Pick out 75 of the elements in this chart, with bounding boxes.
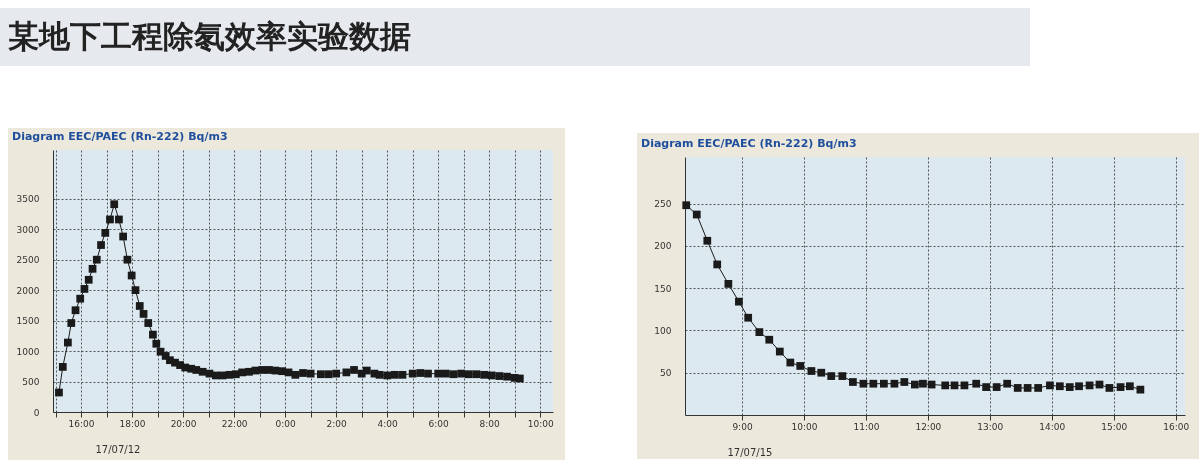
x-tick-label: 16:00 bbox=[1163, 421, 1190, 432]
x-tick-label: 11:00 bbox=[853, 421, 880, 432]
y-tick-label: 3000 bbox=[16, 224, 40, 235]
x-tick-label: 15:00 bbox=[1101, 421, 1128, 432]
point bbox=[1075, 382, 1083, 391]
y-tick-label: 50 bbox=[660, 368, 672, 379]
y-tick-label: 0 bbox=[33, 407, 40, 418]
point bbox=[1034, 384, 1043, 392]
point bbox=[1105, 384, 1114, 392]
y-tick-label: 2500 bbox=[16, 255, 40, 266]
y-tick-label: 1500 bbox=[16, 316, 40, 327]
point bbox=[775, 347, 784, 356]
x-tick-label: 13:00 bbox=[977, 421, 1004, 432]
x-tick-label: 18:00 bbox=[119, 418, 146, 429]
point bbox=[849, 378, 857, 386]
y-tick-label: 3500 bbox=[16, 194, 40, 205]
point bbox=[1023, 384, 1032, 392]
point bbox=[1116, 383, 1125, 391]
point bbox=[807, 367, 816, 375]
point bbox=[910, 380, 919, 389]
point bbox=[735, 297, 743, 306]
x-tick-label: 16:00 bbox=[68, 418, 95, 429]
x-tick-label: 8:00 bbox=[479, 418, 501, 429]
point bbox=[838, 372, 847, 380]
point bbox=[703, 236, 712, 245]
x-tick-label: 10:00 bbox=[527, 418, 554, 429]
point bbox=[827, 372, 836, 380]
point bbox=[692, 210, 701, 219]
point bbox=[1046, 381, 1054, 390]
x-axis-title: 17/07/12 bbox=[95, 443, 141, 455]
y-tick-label: 1000 bbox=[16, 346, 40, 357]
text: 某地下工程除氡效率实验数据 bbox=[8, 17, 411, 56]
point bbox=[941, 381, 950, 390]
point bbox=[713, 260, 722, 269]
point bbox=[817, 368, 826, 377]
point bbox=[859, 379, 868, 388]
x-tick-label: 10:00 bbox=[791, 421, 818, 432]
x-tick-label: 6:00 bbox=[428, 418, 450, 429]
point bbox=[786, 358, 795, 367]
point bbox=[992, 383, 1001, 391]
y-tick-label: 500 bbox=[22, 377, 40, 388]
x-tick-label: 9:00 bbox=[732, 421, 753, 432]
x-tick-label: 2:00 bbox=[326, 418, 348, 429]
y-tick-label: 2000 bbox=[16, 285, 40, 296]
y-tick-label: 200 bbox=[654, 241, 672, 252]
point bbox=[755, 328, 764, 336]
x-tick-label: 4:00 bbox=[377, 418, 399, 429]
y-tick-label: 250 bbox=[654, 199, 672, 210]
x-axis-title: 17/07/15 bbox=[727, 446, 773, 458]
chart-title: Diagram EEC/PAEC (Rn-222) Bq/m3 bbox=[641, 137, 857, 150]
point bbox=[869, 379, 878, 388]
point bbox=[982, 383, 990, 391]
point bbox=[972, 379, 981, 388]
y-tick-label: 150 bbox=[654, 283, 672, 294]
point bbox=[1013, 384, 1022, 392]
point bbox=[1065, 383, 1074, 391]
point bbox=[796, 362, 805, 370]
x-tick-label: 0:00 bbox=[275, 418, 297, 429]
point bbox=[682, 201, 691, 210]
point bbox=[880, 379, 888, 388]
y-tick-label: 100 bbox=[654, 325, 672, 336]
x-tick-label: 12:00 bbox=[915, 421, 942, 432]
x-tick-label: 20:00 bbox=[170, 418, 197, 429]
point bbox=[900, 378, 909, 386]
point bbox=[724, 280, 733, 288]
x-tick-label: 22:00 bbox=[221, 418, 248, 429]
x-tick-label: 14:00 bbox=[1039, 421, 1066, 432]
point bbox=[1003, 379, 1012, 388]
point bbox=[890, 379, 899, 388]
point bbox=[765, 335, 774, 344]
point bbox=[744, 313, 753, 322]
point bbox=[1125, 382, 1134, 391]
point bbox=[1055, 382, 1064, 391]
chart-title: Diagram EEC/PAEC (Rn-222) Bq/m3 bbox=[12, 130, 228, 143]
point bbox=[919, 379, 927, 388]
